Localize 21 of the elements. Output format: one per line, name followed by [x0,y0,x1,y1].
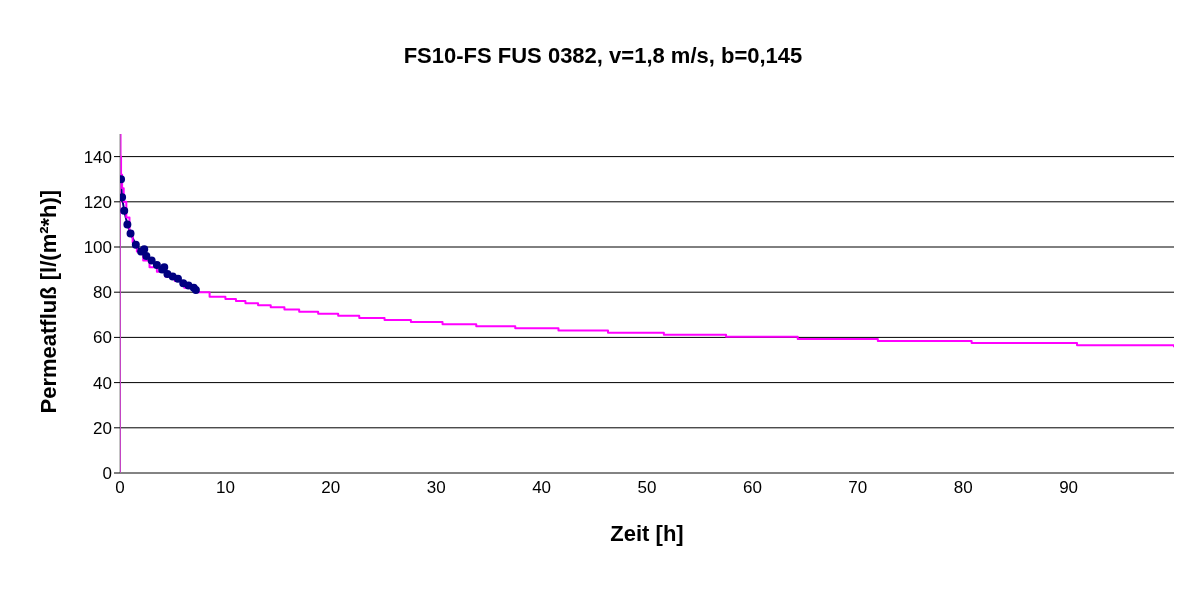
x-tick-label: 60 [742,478,762,498]
y-tick-label: 40 [93,373,112,393]
y-tick-label: 60 [93,328,112,348]
x-tick-label: 20 [321,478,341,498]
y-tick-label: 0 [102,464,112,484]
x-tick-label: 40 [532,478,552,498]
x-tick-label: 80 [953,478,973,498]
x-tick-label: 70 [848,478,868,498]
x-tick-label: 30 [426,478,446,498]
y-tick-label: 120 [83,192,112,212]
y-tick-label: 20 [93,418,112,438]
chart-title: FS10-FS FUS 0382, v=1,8 m/s, b=0,145 [402,43,804,69]
x-tick-label: 10 [215,478,235,498]
y-tick-label: 140 [83,147,112,167]
y-axis-title: Permeatfluß [l/(m²*h)] [35,189,61,414]
x-tick-label: 0 [115,478,125,498]
x-tick-label: 90 [1059,478,1079,498]
y-tick-label: 80 [93,283,112,303]
x-tick-label: 50 [637,478,657,498]
x-axis-title: Zeit [h] [610,521,684,546]
y-tick-label: 100 [83,238,112,258]
